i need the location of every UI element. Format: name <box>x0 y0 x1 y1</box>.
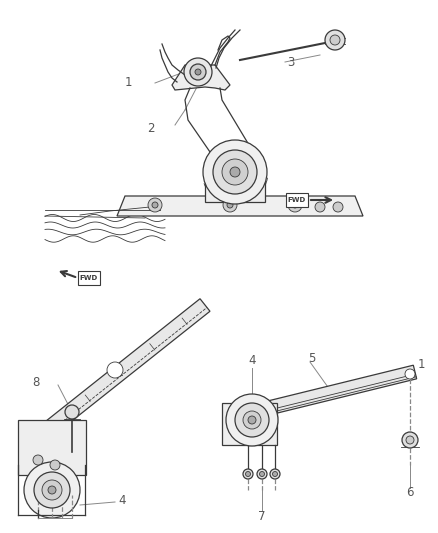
FancyBboxPatch shape <box>205 182 265 202</box>
Circle shape <box>406 436 414 444</box>
Text: 2: 2 <box>148 122 155 134</box>
Circle shape <box>222 159 248 185</box>
Circle shape <box>333 202 343 212</box>
Circle shape <box>259 472 265 477</box>
Circle shape <box>405 369 415 379</box>
Text: 1: 1 <box>418 359 425 372</box>
Circle shape <box>243 411 261 429</box>
Circle shape <box>243 469 253 479</box>
Polygon shape <box>238 365 417 422</box>
Circle shape <box>203 140 267 204</box>
Circle shape <box>65 405 79 419</box>
Circle shape <box>292 202 298 208</box>
Text: 4: 4 <box>248 353 255 367</box>
Text: 5: 5 <box>308 351 315 365</box>
Circle shape <box>213 150 257 194</box>
Circle shape <box>50 460 60 470</box>
Text: 1: 1 <box>124 77 132 90</box>
Circle shape <box>226 394 278 446</box>
Circle shape <box>184 58 212 86</box>
Circle shape <box>330 35 340 45</box>
Circle shape <box>195 69 201 75</box>
Circle shape <box>190 64 206 80</box>
FancyBboxPatch shape <box>286 193 308 207</box>
Text: 6: 6 <box>406 487 413 499</box>
Polygon shape <box>172 65 230 90</box>
Circle shape <box>261 426 269 434</box>
Circle shape <box>257 469 267 479</box>
Text: 3: 3 <box>287 56 294 69</box>
Circle shape <box>288 198 302 212</box>
Circle shape <box>107 362 123 378</box>
Circle shape <box>34 472 70 508</box>
Text: 4: 4 <box>118 494 126 506</box>
Circle shape <box>240 427 250 437</box>
Circle shape <box>270 469 280 479</box>
Text: 7: 7 <box>258 510 265 522</box>
Text: FWD: FWD <box>80 275 98 281</box>
Circle shape <box>148 198 162 212</box>
Circle shape <box>235 403 269 437</box>
Circle shape <box>248 416 256 424</box>
FancyBboxPatch shape <box>78 271 100 285</box>
Circle shape <box>42 480 62 500</box>
FancyBboxPatch shape <box>222 403 277 445</box>
FancyBboxPatch shape <box>18 420 86 475</box>
Circle shape <box>24 462 80 518</box>
Polygon shape <box>117 196 363 216</box>
Circle shape <box>230 167 240 177</box>
Circle shape <box>33 455 43 465</box>
Circle shape <box>223 198 237 212</box>
Circle shape <box>247 437 253 443</box>
Polygon shape <box>30 298 210 446</box>
Text: FWD: FWD <box>288 197 306 203</box>
Circle shape <box>246 472 251 477</box>
Circle shape <box>48 486 56 494</box>
Circle shape <box>272 472 278 477</box>
Circle shape <box>402 432 418 448</box>
Circle shape <box>325 30 345 50</box>
Text: 8: 8 <box>32 376 40 390</box>
Circle shape <box>227 202 233 208</box>
Circle shape <box>152 202 158 208</box>
Circle shape <box>315 202 325 212</box>
